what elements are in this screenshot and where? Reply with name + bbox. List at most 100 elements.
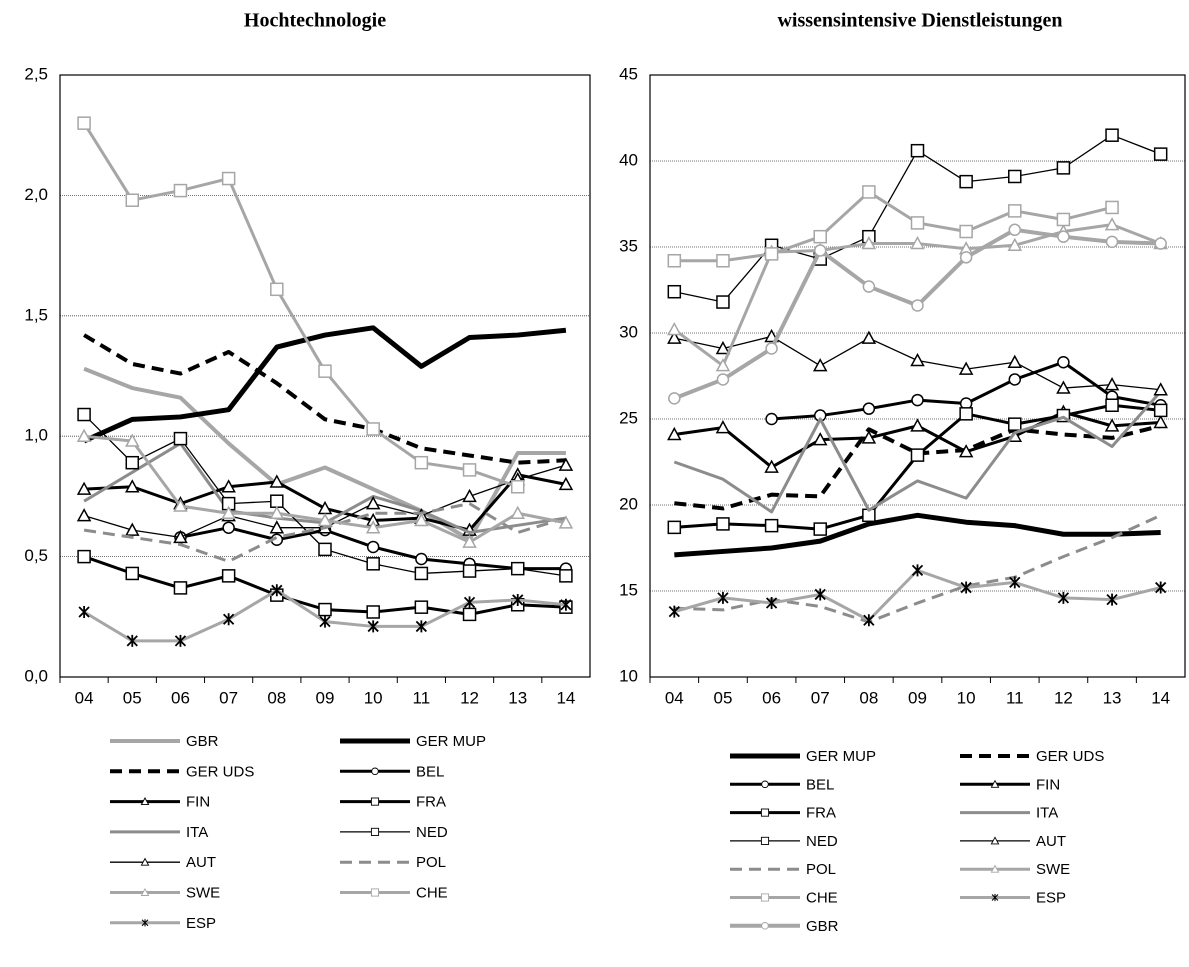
x-tick-label: 12	[1054, 688, 1073, 707]
legend-label: AUT	[186, 854, 216, 871]
legend-item: FIN	[960, 776, 1060, 793]
legend-marker	[990, 779, 1000, 788]
marker	[221, 505, 236, 520]
legend-marker	[140, 887, 150, 896]
legend-marker	[990, 864, 1000, 873]
legend-marker	[370, 797, 380, 806]
marker	[510, 561, 525, 576]
marker	[959, 174, 973, 189]
legend-label: ITA	[186, 824, 208, 841]
legend-label: ESP	[186, 915, 216, 932]
marker	[716, 295, 730, 309]
line	[83, 333, 567, 465]
legend-label: CHE	[806, 889, 838, 906]
marker	[958, 361, 974, 375]
line	[673, 227, 1161, 401]
marker	[668, 392, 681, 405]
legend-marker	[760, 808, 770, 817]
marker	[1104, 377, 1120, 391]
marker	[125, 455, 140, 470]
legend-label: GBR	[186, 733, 219, 750]
marker	[77, 116, 91, 130]
legend-label: GER MUP	[416, 733, 486, 750]
marker	[911, 393, 924, 407]
legend-label: SWE	[186, 884, 220, 901]
marker	[510, 480, 525, 494]
legend-label: POL	[806, 861, 836, 878]
marker	[959, 224, 973, 239]
y-tick-label: 1,0	[24, 426, 48, 445]
marker	[715, 340, 731, 355]
marker	[959, 251, 973, 264]
x-tick-label: 08	[859, 688, 878, 707]
plot-frame	[649, 74, 1186, 678]
marker	[414, 566, 429, 581]
x-tick-label: 05	[123, 688, 142, 707]
x-tick-label: 08	[267, 688, 286, 707]
legend-label: GER MUP	[806, 748, 876, 765]
marker	[863, 614, 875, 627]
y-tick-label: 40	[619, 150, 638, 169]
legend-item: POL	[340, 854, 446, 871]
marker	[367, 620, 379, 633]
y-tick-label: 45	[619, 64, 638, 83]
marker	[1057, 230, 1070, 243]
x-tick-label: 13	[508, 688, 527, 707]
marker	[910, 235, 925, 250]
marker	[76, 481, 92, 495]
line	[83, 325, 567, 444]
marker	[125, 566, 140, 581]
x-tick-label: 04	[665, 688, 684, 707]
legend-label: ITA	[1036, 805, 1058, 822]
marker	[318, 602, 332, 617]
marker	[1056, 380, 1071, 394]
marker	[861, 330, 877, 344]
marker	[716, 254, 730, 268]
legend-item: FRA	[730, 805, 836, 822]
legend-item: FIN	[110, 794, 210, 811]
series	[667, 398, 1168, 536]
x-tick-label: 14	[1151, 688, 1170, 707]
marker	[764, 247, 779, 261]
legend-marker	[990, 836, 1000, 845]
marker	[765, 342, 778, 355]
marker	[715, 358, 731, 372]
marker	[462, 488, 477, 503]
marker	[270, 282, 284, 297]
x-tick-label: 13	[1103, 688, 1122, 707]
y-tick-label: 2,0	[24, 185, 48, 204]
marker	[1008, 169, 1022, 184]
marker	[76, 508, 92, 522]
legend-item: GBR	[730, 918, 839, 935]
chart-title: Hochtechnologie	[244, 10, 386, 32]
marker	[910, 216, 925, 230]
marker	[910, 143, 925, 158]
marker	[861, 430, 877, 444]
marker	[1105, 200, 1119, 215]
marker	[764, 459, 779, 473]
x-tick-label: 09	[316, 688, 335, 707]
y-tick-label: 2,5	[24, 64, 48, 83]
legend-marker	[760, 893, 770, 902]
marker	[366, 422, 380, 436]
y-tick-label: 30	[619, 322, 638, 341]
marker	[667, 520, 682, 535]
x-tick-label: 09	[908, 688, 927, 707]
legend-item: FRA	[340, 794, 446, 811]
x-tick-label: 11	[1006, 688, 1024, 707]
x-tick-label: 06	[762, 688, 781, 707]
marker	[862, 280, 876, 293]
marker	[910, 418, 925, 432]
marker	[271, 584, 283, 597]
x-tick-label: 07	[219, 688, 238, 707]
x-tick-label: 10	[957, 688, 976, 707]
legend-item: GER UDS	[110, 763, 254, 780]
legend-item: CHE	[340, 884, 448, 901]
marker	[813, 244, 827, 257]
marker	[862, 402, 876, 415]
marker	[716, 517, 730, 531]
marker	[1009, 576, 1021, 589]
marker	[1008, 223, 1022, 237]
marker	[1105, 128, 1119, 142]
legend-label: CHE	[416, 884, 448, 901]
